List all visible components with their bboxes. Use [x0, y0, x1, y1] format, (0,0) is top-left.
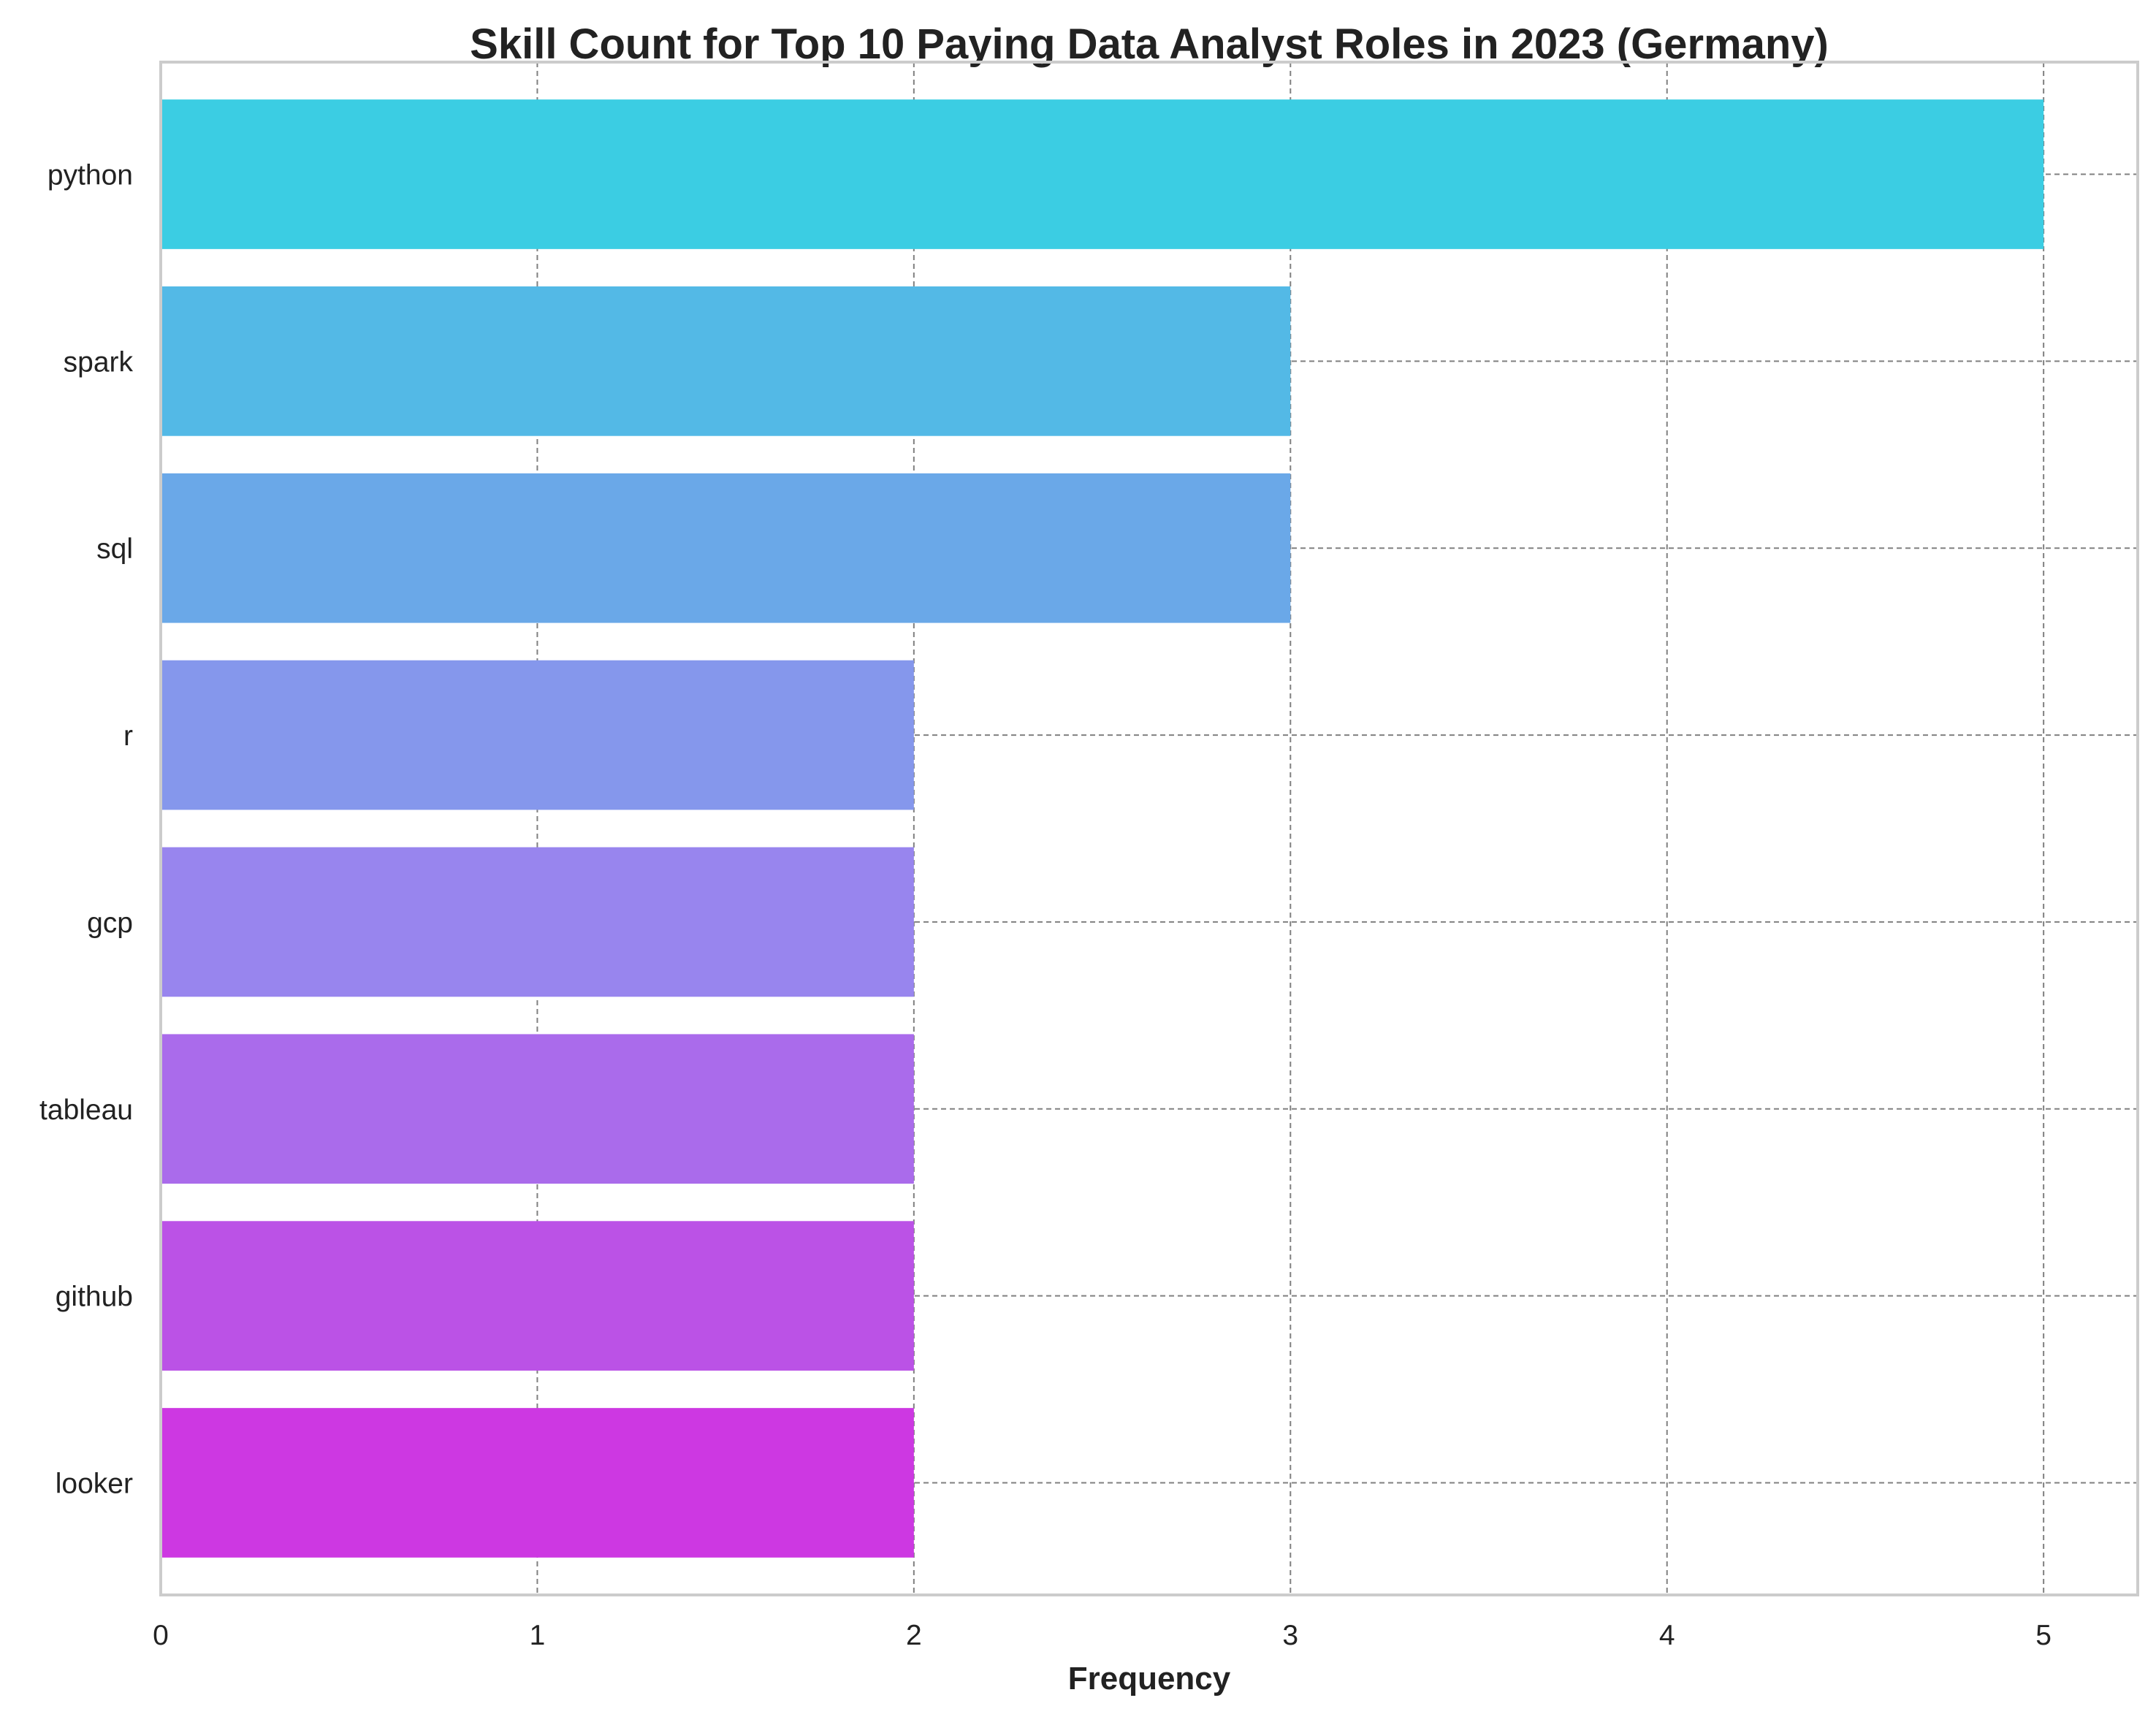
bar-sql: [161, 473, 1291, 623]
chart-title: Skill Count for Top 10 Paying Data Analy…: [470, 20, 1829, 68]
bar-github: [161, 1221, 914, 1371]
bars: [161, 99, 2044, 1558]
y-tick-label-sql: sql: [96, 533, 133, 565]
plot-frame: [159, 61, 2139, 1596]
y-tick-label-python: python: [47, 160, 133, 191]
y-tick-label-tableau: tableau: [39, 1094, 133, 1126]
y-tick-label-looker: looker: [56, 1468, 133, 1499]
x-axis-label: Frequency: [1068, 1661, 1231, 1697]
x-tick-label: 4: [1659, 1620, 1675, 1651]
y-tick-label-r: r: [123, 720, 133, 752]
y-tick-label-gcp: gcp: [87, 907, 133, 939]
y-tick-label-github: github: [56, 1282, 133, 1313]
bar-r: [161, 660, 914, 810]
bar-python: [161, 99, 2044, 249]
bar-gcp: [161, 847, 914, 997]
y-tick-labels: python spark sql r gcp tableau github looker: [39, 160, 133, 1500]
bar-spark: [161, 286, 1291, 436]
x-tick-labels: 0 1 2 3 4 5: [153, 1620, 2052, 1651]
x-tick-label: 0: [153, 1620, 169, 1651]
x-tick-label: 5: [2035, 1620, 2052, 1651]
x-tick-label: 2: [906, 1620, 922, 1651]
bar-tableau: [161, 1034, 914, 1184]
x-tick-label: 3: [1282, 1620, 1298, 1651]
bar-looker: [161, 1408, 914, 1558]
y-tick-label-spark: spark: [64, 346, 134, 378]
x-tick-label: 1: [530, 1620, 546, 1651]
